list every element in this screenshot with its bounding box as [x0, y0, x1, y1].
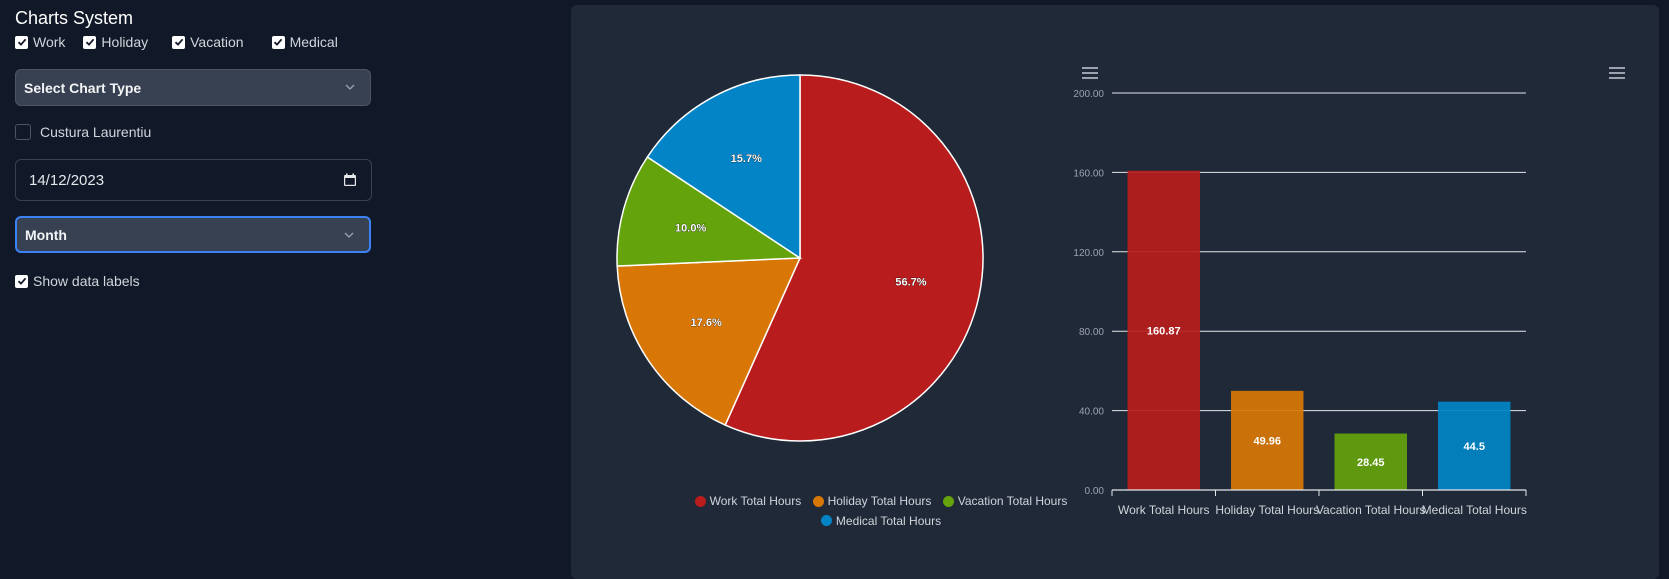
filter-vacation-label: Vacation [190, 34, 244, 50]
period-select[interactable]: Month [15, 216, 371, 253]
controls-panel: Charts System Work Holiday Vacation Medi… [0, 0, 520, 574]
person-checkbox-row[interactable]: Custura Laurentiu [15, 124, 151, 140]
legend-marker-vacation [942, 495, 954, 507]
bar-y-tick-label: 0.00 [1085, 486, 1105, 497]
person-checkbox[interactable] [15, 124, 31, 140]
app-title: Charts System [15, 8, 134, 28]
calendar-icon[interactable] [343, 173, 357, 187]
checkmark-icon [17, 38, 26, 46]
bar-vacation[interactable] [1334, 433, 1407, 490]
show-data-labels-row[interactable]: Show data labels [15, 273, 140, 289]
date-input-value: 14/12/2023 [29, 171, 105, 189]
legend-marker-medical [820, 515, 832, 526]
show-data-labels-checkbox[interactable] [15, 274, 28, 288]
bar-data-label-vacation: 28.45 [1357, 457, 1385, 469]
pie-slice-vacation[interactable] [616, 156, 803, 267]
chevron-down-icon [345, 84, 355, 90]
filter-checkboxes: Work Holiday Vacation Medical [15, 34, 338, 50]
pie-data-label-holiday: 17.6% [691, 317, 722, 329]
pie-data-label-vacation: 10.0% [675, 223, 706, 235]
bar-y-tick-label: 200.00 [1073, 89, 1104, 100]
charts-card: 56.7% 17.6% 10.0% 15.7% 0.00 40.00 80.00 120.0… [571, 5, 1659, 579]
bar-y-tick-label: 80.00 [1079, 327, 1104, 338]
date-input[interactable]: 14/12/2023 [15, 159, 372, 201]
bar-y-tick-label: 40.00 [1079, 407, 1104, 418]
legend-label-work: Work Total Hours [709, 494, 802, 508]
bar-chart-menu-icon[interactable] [1609, 67, 1625, 79]
bar-x-category-label: Vacation Total Hours [1316, 503, 1426, 517]
filter-holiday[interactable]: Holiday [83, 34, 148, 50]
show-data-labels-label: Show data labels [33, 273, 140, 289]
bar-work[interactable] [1127, 170, 1200, 491]
bar-holiday[interactable] [1231, 390, 1304, 490]
legend-marker-holiday [812, 495, 824, 507]
bar-x-category-label: Holiday Total Hours [1215, 503, 1319, 517]
pie-slice-holiday[interactable] [616, 257, 802, 427]
bar-data-label-medical: 44.5 [1464, 441, 1485, 453]
checkmark-icon [174, 38, 183, 46]
checkbox-holiday[interactable] [83, 35, 97, 49]
chart-type-select[interactable]: Select Chart Type [15, 69, 371, 106]
bar-x-category-label: Work Total Hours [1118, 503, 1210, 517]
legend-label-vacation: Vacation Total Hours [957, 494, 1068, 508]
pie-chart-menu-icon[interactable] [1082, 67, 1098, 79]
filter-work[interactable]: Work [15, 34, 65, 50]
checkmark-icon [85, 38, 95, 46]
pie-legend: Work Total Hours Holiday Total Hours Vac… [631, 492, 1131, 531]
checkmark-icon [273, 38, 283, 46]
legend-item-vacation[interactable]: Vacation Total Hours [942, 492, 1068, 510]
bar-chart: 0.00 40.00 80.00 120.00 160.00 200.00 160.87 Wo… [1073, 89, 1527, 517]
person-label: Custura Laurentiu [40, 124, 152, 140]
pie-data-label-work: 56.7% [895, 277, 926, 289]
bar-medical[interactable] [1438, 401, 1511, 490]
pie-data-label-medical: 15.7% [731, 153, 762, 165]
bar-x-category-label: Medical Total Hours [1422, 503, 1527, 517]
legend-marker-work [694, 495, 706, 507]
legend-item-work[interactable]: Work Total Hours [694, 492, 802, 510]
bar-data-label-holiday: 49.96 [1253, 435, 1281, 447]
bar-y-tick-label: 160.00 [1073, 168, 1104, 179]
checkmark-icon [17, 277, 26, 285]
period-select-value: Month [25, 226, 67, 243]
filter-holiday-label: Holiday [101, 34, 149, 50]
filter-vacation[interactable]: Vacation [172, 34, 244, 50]
checkbox-vacation[interactable] [172, 35, 186, 49]
filter-medical[interactable]: Medical [271, 34, 338, 50]
filter-medical-label: Medical [289, 34, 338, 50]
chart-type-select-value: Select Chart Type [24, 79, 142, 96]
pie-slice-medical[interactable] [646, 74, 801, 260]
chevron-down-icon [344, 232, 354, 238]
filter-work-label: Work [33, 34, 66, 50]
bar-y-tick-label: 120.00 [1073, 248, 1104, 259]
pie-chart: 56.7% 17.6% 10.0% 15.7% [616, 74, 984, 442]
legend-item-medical[interactable]: Medical Total Hours [820, 512, 942, 530]
legend-label-medical: Medical Total Hours [835, 513, 942, 528]
legend-label-holiday: Holiday Total Hours [827, 494, 932, 508]
bar-data-label-work: 160.87 [1147, 325, 1181, 337]
checkbox-work[interactable] [15, 35, 28, 49]
checkbox-medical[interactable] [271, 35, 285, 49]
pie-slice-work[interactable] [724, 74, 984, 442]
legend-item-holiday[interactable]: Holiday Total Hours [812, 492, 932, 510]
